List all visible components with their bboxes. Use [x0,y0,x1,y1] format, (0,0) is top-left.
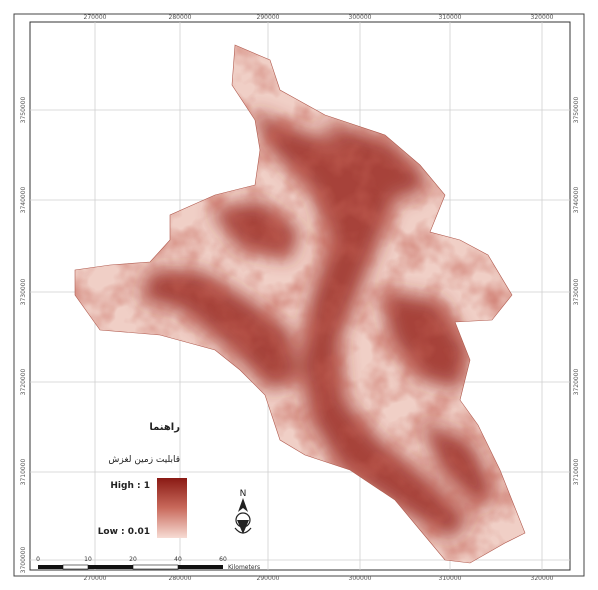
y-tick-label-right: 3740000 [573,186,580,213]
x-tick-label-top: 320000 [531,14,554,21]
north-arrow-icon: N [234,489,252,534]
legend-low-label: Low : 0.01 [98,527,150,537]
y-tick-label-left: 3740000 [20,186,27,213]
y-tick-label-right: 3750000 [573,96,580,123]
x-tick-label-top: 290000 [257,14,280,21]
scale-label: 20 [129,556,137,563]
north-label: N [240,489,247,499]
x-tick-label-bottom: 310000 [439,575,462,582]
scale-bar: 0 10 20 40 60 Kilometers [36,556,260,571]
x-axis-top: 270000 280000 290000 300000 310000 32000… [84,14,554,21]
x-tick-label-top: 280000 [169,14,192,21]
y-tick-label-left: 3720000 [20,368,27,395]
x-tick-label-top: 310000 [439,14,462,21]
y-tick-label-left: 3700000 [20,546,27,573]
scale-label: 10 [84,556,92,563]
x-tick-label-bottom: 270000 [84,575,107,582]
y-axis-left: 3750000 3740000 3730000 3720000 3710000 … [20,96,27,573]
legend: راهنما قابلیت زمین لغزش High : 1 Low : 0… [98,422,187,538]
legend-title: راهنما [149,422,180,433]
scale-seg [38,565,63,569]
x-tick-label-bottom: 290000 [257,575,280,582]
study-area-boundary [74,44,526,564]
y-tick-label-right: 3730000 [573,278,580,305]
scale-label: 0 [36,556,40,563]
x-tick-label-top: 300000 [349,14,372,21]
x-tick-label-bottom: 280000 [169,575,192,582]
legend-layer-name: قابلیت زمین لغزش [108,455,180,465]
y-tick-label-right: 3710000 [573,458,580,485]
scale-unit: Kilometers [228,564,260,571]
y-axis-right: 3750000 3740000 3730000 3720000 3710000 [573,96,580,485]
x-tick-label-bottom: 320000 [531,575,554,582]
x-tick-label-bottom: 300000 [349,575,372,582]
y-tick-label-left: 3730000 [20,278,27,305]
y-tick-label-right: 3720000 [573,368,580,395]
scale-label: 60 [219,556,227,563]
legend-color-ramp [157,478,187,538]
scale-seg [88,565,133,569]
legend-high-label: High : 1 [110,481,150,491]
outer-neatline [13,13,585,577]
y-tick-label-left: 3710000 [20,458,27,485]
x-tick-label-top: 270000 [84,14,107,21]
scale-seg [132,564,179,570]
scale-seg [62,564,89,570]
scale-seg [178,565,223,569]
scale-label: 40 [174,556,182,563]
x-axis-bottom: 270000 280000 290000 300000 310000 32000… [84,575,554,582]
y-tick-label-left: 3750000 [20,96,27,123]
